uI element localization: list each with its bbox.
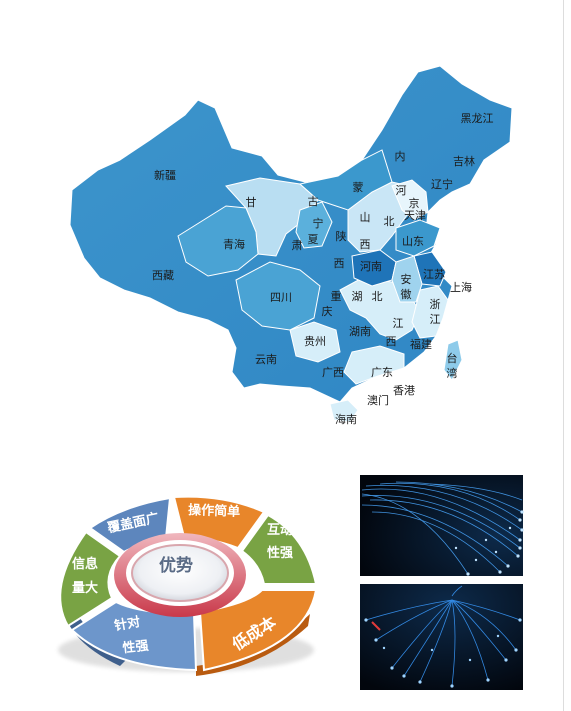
province-label: 宁 xyxy=(313,216,324,230)
province-label: 徽 xyxy=(401,287,412,301)
province-label: 北 xyxy=(372,290,383,303)
province-label: 香港 xyxy=(393,384,415,397)
province-label: 广东 xyxy=(371,366,393,379)
province-label: 西藏 xyxy=(152,269,174,282)
map-region-anhui xyxy=(391,255,423,303)
province-label: 山东 xyxy=(402,235,424,248)
province-label: 辽宁 xyxy=(431,177,453,191)
province-label: 京 xyxy=(409,196,420,210)
province-label: 西 xyxy=(360,238,371,251)
province-label: 西 xyxy=(334,257,345,270)
province-label: 广西 xyxy=(322,366,344,379)
province-label: 浙 xyxy=(430,298,441,311)
province-label: 海南 xyxy=(335,412,357,426)
map-region-shandong xyxy=(395,219,441,257)
province-label: 澳门 xyxy=(367,393,389,407)
province-label: 河 xyxy=(396,184,407,197)
province-label: 西 xyxy=(386,335,397,348)
province-label: 四川 xyxy=(270,291,292,304)
map-region-mid-sichuan xyxy=(235,261,321,331)
province-label: 蒙 xyxy=(353,181,364,194)
segment-dichengben xyxy=(198,589,318,672)
segment-label-xinxi-1: 信息 xyxy=(72,556,98,572)
segment-hudong xyxy=(240,513,318,585)
fiber-photo-bottom xyxy=(360,584,523,690)
province-label: 湖南 xyxy=(349,325,371,338)
segment-label-hudong-2: 性强 xyxy=(267,545,293,561)
province-label: 湖 xyxy=(352,290,363,303)
province-label: 台 xyxy=(447,351,458,365)
map-region-mid-inner xyxy=(298,149,393,211)
wheel-center-disc xyxy=(131,544,229,602)
province-label: 天津 xyxy=(404,209,426,222)
map-region-mid-ningxia xyxy=(295,201,333,249)
segment-label-zhendui-2: 性强 xyxy=(122,638,150,657)
page-right-border xyxy=(563,0,564,711)
province-label: 山 xyxy=(360,211,371,224)
map-region-pale-beijing xyxy=(391,179,429,221)
fiber-photo-top xyxy=(360,475,524,576)
province-label: 庆 xyxy=(322,304,333,318)
province-label: 青海 xyxy=(223,237,245,251)
province-label: 河南 xyxy=(360,260,382,273)
province-label: 内 xyxy=(395,149,406,163)
fiber-red-accent xyxy=(371,621,381,631)
province-label: 新疆 xyxy=(154,168,176,182)
map-region-pale-hainan xyxy=(329,399,359,423)
province-label: 夏 xyxy=(308,233,319,246)
map-region-pale-guizhou xyxy=(289,321,341,363)
province-label: 北 xyxy=(384,215,395,228)
map-region-pale-east xyxy=(411,285,449,339)
map-region-pale-south xyxy=(343,345,405,385)
province-label: 云南 xyxy=(255,353,277,366)
province-label: 重 xyxy=(331,289,342,303)
segment-label-xinxi-2: 量大 xyxy=(72,580,98,596)
segment-label-caozuo: 操作简单 xyxy=(188,502,241,520)
province-label: 福建 xyxy=(410,337,432,351)
province-label: 江苏 xyxy=(423,268,445,281)
map-region-pale-taiwan xyxy=(443,339,463,381)
province-label: 安 xyxy=(401,272,412,286)
province-label: 江 xyxy=(430,313,441,326)
province-label: 湾 xyxy=(447,366,458,380)
segment-xinxi xyxy=(59,530,122,628)
map-region-mid-qinghai xyxy=(177,205,259,277)
province-label: 陕 xyxy=(336,229,347,243)
segment-label-hudong-1: 互动 xyxy=(267,523,293,538)
wheel-center-title: 优势 xyxy=(159,555,193,576)
segment-label-zhendui-1: 针对 xyxy=(112,614,141,634)
map-labels: 黑龙江 吉林 辽宁 内 蒙 古 新疆 甘 宁 夏 肃 青海 西藏 陕 西 山 西… xyxy=(152,112,494,426)
china-map xyxy=(69,65,513,423)
province-label: 上海 xyxy=(450,280,472,294)
province-label: 吉林 xyxy=(453,154,475,168)
advantages-wheel: 优势 覆盖面广 操作简单 互动 性强 低成本 针对 性强 信息 量大 xyxy=(58,495,318,676)
province-label: 贵州 xyxy=(304,335,326,348)
province-label: 肃 xyxy=(292,239,303,252)
province-label: 江 xyxy=(393,317,404,330)
province-label: 黑龙江 xyxy=(461,112,494,125)
province-label: 古 xyxy=(308,195,319,208)
province-label: 甘 xyxy=(246,196,257,209)
